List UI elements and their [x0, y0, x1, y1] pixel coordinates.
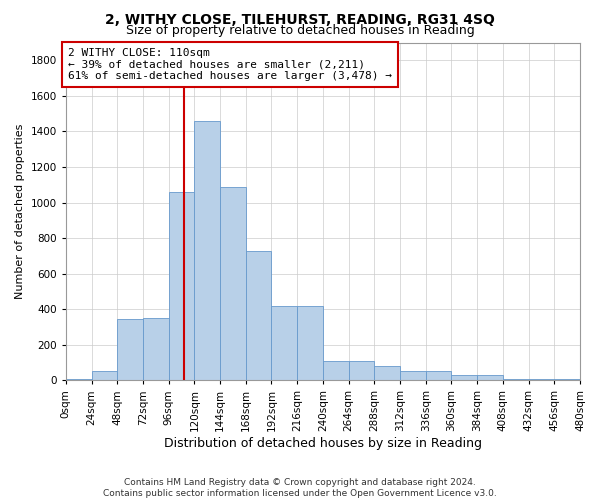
Text: Contains HM Land Registry data © Crown copyright and database right 2024.
Contai: Contains HM Land Registry data © Crown c… [103, 478, 497, 498]
Bar [477, 375, 503, 380]
Text: 2 WITHY CLOSE: 110sqm
← 39% of detached houses are smaller (2,211)
61% of semi-d: 2 WITHY CLOSE: 110sqm ← 39% of detached … [68, 48, 392, 81]
Bar [117, 319, 143, 380]
Bar [169, 192, 194, 380]
Bar [271, 306, 297, 380]
Bar [426, 372, 451, 380]
Y-axis label: Number of detached properties: Number of detached properties [15, 124, 25, 299]
Bar [503, 378, 529, 380]
Bar [194, 120, 220, 380]
Bar [374, 366, 400, 380]
Bar [451, 375, 477, 380]
X-axis label: Distribution of detached houses by size in Reading: Distribution of detached houses by size … [164, 437, 482, 450]
Text: 2, WITHY CLOSE, TILEHURST, READING, RG31 4SQ: 2, WITHY CLOSE, TILEHURST, READING, RG31… [105, 12, 495, 26]
Bar [349, 360, 374, 380]
Bar [297, 306, 323, 380]
Bar [92, 372, 117, 380]
Bar [143, 318, 169, 380]
Bar [246, 250, 271, 380]
Bar [323, 360, 349, 380]
Bar [220, 186, 246, 380]
Text: Size of property relative to detached houses in Reading: Size of property relative to detached ho… [125, 24, 475, 37]
Bar [400, 372, 426, 380]
